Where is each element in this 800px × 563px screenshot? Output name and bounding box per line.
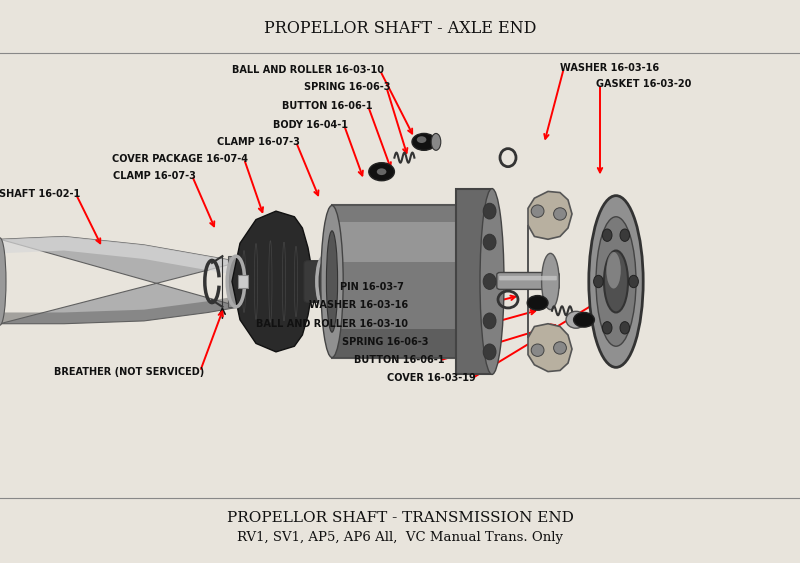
Ellipse shape [594,275,603,288]
Text: BREATHER (NOT SERVICED): BREATHER (NOT SERVICED) [54,367,204,377]
Text: PROPELLOR SHAFT - TRANSMISSION END: PROPELLOR SHAFT - TRANSMISSION END [226,511,574,525]
FancyBboxPatch shape [456,189,492,374]
Ellipse shape [321,205,343,358]
Text: WASHER 16-03-16: WASHER 16-03-16 [560,62,659,73]
Text: BUTTON 16-06-1: BUTTON 16-06-1 [354,355,444,365]
Ellipse shape [606,252,621,288]
Ellipse shape [531,205,544,217]
Text: BALL AND ROLLER 16-03-10: BALL AND ROLLER 16-03-10 [256,319,408,329]
Ellipse shape [531,344,544,356]
Text: GASKET 16-03-20: GASKET 16-03-20 [596,79,691,90]
Polygon shape [0,296,240,324]
Polygon shape [0,236,240,324]
Ellipse shape [620,229,630,242]
Text: BALL AND ROLLER 16-03-10: BALL AND ROLLER 16-03-10 [232,65,384,75]
Circle shape [369,163,394,181]
Text: PIN 16-03-7: PIN 16-03-7 [340,282,404,292]
Ellipse shape [483,234,496,250]
FancyBboxPatch shape [332,205,472,358]
Ellipse shape [0,238,6,325]
Ellipse shape [589,195,643,368]
Text: CLAMP 16-07-3: CLAMP 16-07-3 [217,137,300,147]
Ellipse shape [554,342,566,354]
Circle shape [417,136,426,143]
Text: RV1, SV1, AP5, AP6 All,  VC Manual Trans. Only: RV1, SV1, AP5, AP6 All, VC Manual Trans.… [237,531,563,544]
Text: PROPELLOR SHAFT - AXLE END: PROPELLOR SHAFT - AXLE END [264,20,536,37]
FancyBboxPatch shape [228,256,244,307]
Text: BODY 16-04-1: BODY 16-04-1 [273,120,348,130]
Polygon shape [0,236,240,276]
Text: CLAMP 16-07-3: CLAMP 16-07-3 [113,171,196,181]
Ellipse shape [566,311,586,328]
Text: SPRING 16-06-3: SPRING 16-06-3 [304,82,390,92]
Polygon shape [232,211,312,352]
FancyBboxPatch shape [332,222,472,262]
Polygon shape [528,191,572,372]
Ellipse shape [483,313,496,329]
Ellipse shape [604,251,628,312]
Text: COVER PACKAGE 16-07-4: COVER PACKAGE 16-07-4 [112,154,248,164]
Ellipse shape [554,208,566,220]
Circle shape [527,296,548,310]
Ellipse shape [602,229,612,242]
Ellipse shape [542,253,559,310]
Text: SPRING 16-06-3: SPRING 16-06-3 [342,337,428,347]
FancyBboxPatch shape [499,276,557,280]
Circle shape [377,168,386,175]
Ellipse shape [483,203,496,219]
Ellipse shape [620,321,630,334]
Ellipse shape [326,231,338,332]
Text: BUTTON 16-06-1: BUTTON 16-06-1 [282,101,372,111]
FancyBboxPatch shape [497,272,559,289]
Text: COVER 16-03-19: COVER 16-03-19 [387,373,476,383]
Text: SHAFT 16-02-1: SHAFT 16-02-1 [0,189,80,199]
Circle shape [412,133,436,150]
Text: WASHER 16-03-16: WASHER 16-03-16 [309,300,408,310]
Ellipse shape [596,217,636,346]
FancyBboxPatch shape [332,329,472,358]
Ellipse shape [483,344,496,360]
Ellipse shape [431,133,441,150]
Ellipse shape [629,275,638,288]
Ellipse shape [483,274,496,289]
FancyBboxPatch shape [238,275,248,288]
Ellipse shape [480,189,504,374]
FancyBboxPatch shape [304,261,332,302]
Ellipse shape [602,321,612,334]
Circle shape [574,312,594,327]
